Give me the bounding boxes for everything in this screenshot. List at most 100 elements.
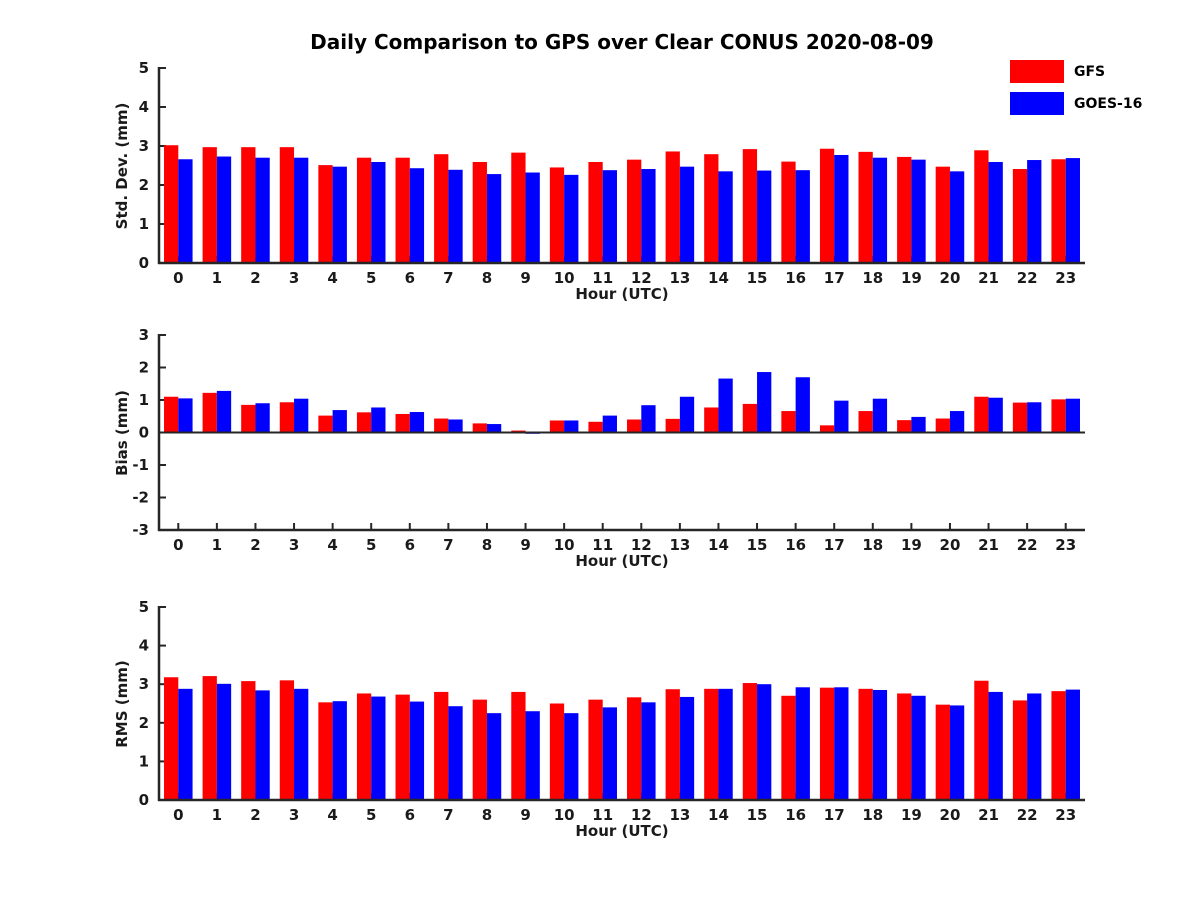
- bar-gfs: [704, 688, 719, 800]
- bar-gfs: [1012, 402, 1028, 433]
- stddev-x-axis-label: Hour (UTC): [575, 285, 669, 303]
- bar-gfs: [781, 411, 796, 433]
- bar-gfs: [318, 415, 333, 433]
- y-tick-label: 1: [139, 215, 149, 233]
- bar-goes16: [641, 405, 656, 433]
- bar-goes16: [371, 161, 386, 263]
- bar-gfs: [511, 152, 526, 263]
- legend: GFS GOES-16: [1010, 60, 1142, 115]
- y-tick-label: 2: [139, 359, 149, 377]
- bar-goes16: [486, 713, 502, 800]
- y-tick-label: 3: [139, 675, 149, 693]
- bar-gfs: [974, 150, 989, 263]
- bar-goes16: [1065, 689, 1080, 800]
- bar-goes16: [872, 689, 888, 800]
- y-tick-label: 2: [139, 176, 149, 194]
- bar-goes16: [757, 372, 772, 433]
- bar-gfs: [356, 693, 372, 800]
- bar-gfs: [318, 165, 333, 263]
- bar-goes16: [448, 419, 463, 433]
- bar-goes16: [911, 695, 926, 800]
- y-tick-label: -3: [132, 521, 149, 539]
- bar-goes16: [602, 707, 617, 800]
- bar-goes16: [332, 701, 347, 800]
- bar-gfs: [434, 418, 449, 433]
- bar-goes16: [834, 400, 849, 433]
- bar-goes16: [757, 684, 772, 800]
- bar-gfs: [1051, 691, 1066, 800]
- bar-goes16: [872, 157, 888, 263]
- bar-goes16: [718, 378, 733, 433]
- bar-goes16: [525, 432, 540, 434]
- bar-goes16: [486, 174, 502, 263]
- bar-gfs: [549, 167, 565, 263]
- gfs-legend-label: GFS: [1074, 63, 1106, 80]
- bar-goes16: [795, 687, 810, 800]
- bar-goes16: [1065, 398, 1080, 433]
- bar-gfs: [704, 407, 719, 433]
- bar-goes16: [988, 161, 1003, 263]
- bar-goes16: [216, 683, 232, 800]
- bar-goes16: [255, 157, 270, 263]
- bar-goes16: [178, 159, 193, 263]
- bar-goes16: [294, 688, 309, 800]
- y-tick-label: 2: [139, 714, 149, 732]
- y-tick-label: 4: [139, 98, 149, 116]
- stddev-y-axis-label: Std. Dev. (mm): [113, 102, 131, 230]
- bar-gfs: [279, 680, 295, 800]
- bar-gfs: [395, 694, 410, 800]
- bar-goes16: [834, 154, 849, 263]
- bar-goes16: [255, 690, 270, 800]
- bar-gfs: [164, 396, 179, 433]
- bar-gfs: [935, 704, 950, 800]
- y-tick-label: 4: [139, 637, 149, 655]
- bar-goes16: [332, 166, 347, 263]
- bar-goes16: [448, 169, 463, 263]
- y-tick-label: 5: [139, 59, 149, 77]
- bar-goes16: [872, 398, 888, 433]
- bar-goes16: [294, 398, 309, 433]
- bar-goes16: [795, 377, 810, 433]
- legend-item-goes16: GOES-16: [1010, 92, 1142, 115]
- y-tick-label: -2: [132, 489, 149, 507]
- bar-goes16: [1027, 160, 1042, 263]
- bar-gfs: [241, 404, 256, 433]
- bar-gfs: [858, 411, 873, 433]
- bar-goes16: [332, 410, 347, 433]
- bar-gfs: [395, 157, 410, 263]
- y-tick-label: 0: [139, 424, 149, 442]
- bar-goes16: [988, 397, 1003, 433]
- bar-gfs: [858, 151, 873, 263]
- bar-goes16: [834, 687, 849, 800]
- bar-gfs: [1051, 399, 1066, 433]
- y-tick-label: 1: [139, 391, 149, 409]
- bar-goes16: [718, 688, 733, 800]
- bar-goes16: [409, 412, 425, 433]
- bar-gfs: [279, 147, 295, 263]
- bar-gfs: [241, 681, 256, 800]
- bar-gfs: [588, 161, 603, 263]
- rms-x-axis-label: Hour (UTC): [575, 822, 669, 840]
- bar-goes16: [448, 706, 463, 800]
- bar-gfs: [241, 147, 256, 263]
- bar-gfs: [164, 677, 179, 800]
- bar-goes16: [1027, 402, 1042, 433]
- bar-goes16: [988, 691, 1003, 800]
- bar-goes16: [178, 688, 193, 800]
- bar-goes16: [795, 170, 810, 263]
- bar-gfs: [704, 154, 719, 263]
- y-tick-label: 0: [139, 254, 149, 272]
- bar-goes16: [949, 705, 965, 800]
- bar-gfs: [472, 161, 487, 263]
- bar-gfs: [472, 699, 487, 800]
- bar-goes16: [602, 415, 617, 433]
- bar-gfs: [897, 420, 912, 433]
- y-tick-label: 3: [139, 137, 149, 155]
- y-tick-label: 0: [139, 791, 149, 809]
- bar-gfs: [202, 676, 217, 800]
- bar-goes16: [216, 156, 232, 263]
- bias-x-axis-label: Hour (UTC): [575, 552, 669, 570]
- bar-gfs: [819, 687, 835, 800]
- bar-gfs: [395, 413, 410, 433]
